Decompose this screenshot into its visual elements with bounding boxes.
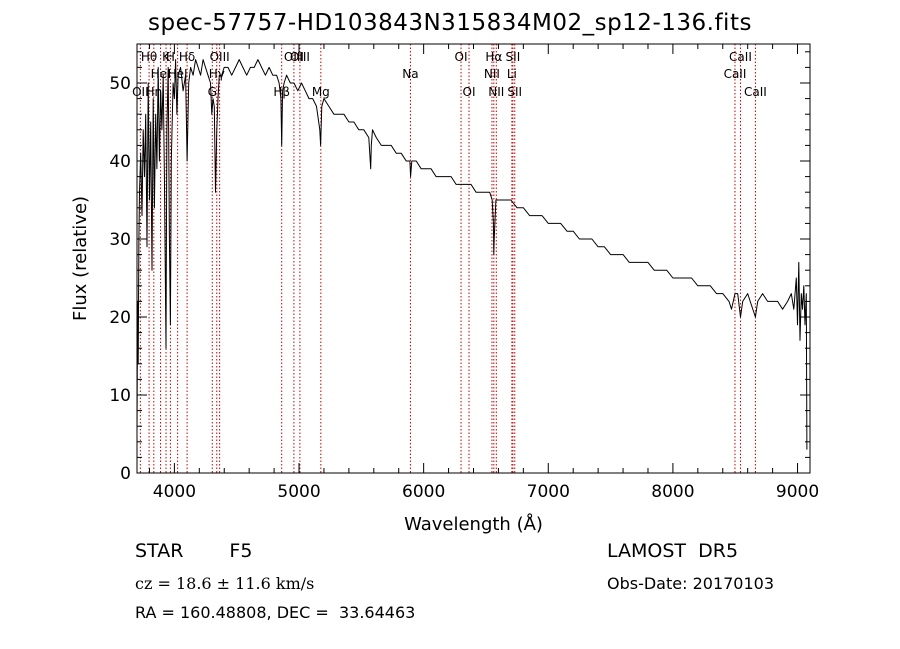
line-markers-layer (139, 44, 756, 473)
line-marker-label: Li (507, 67, 517, 81)
line-marker-label: OIII (210, 50, 230, 64)
line-marker-label: K (162, 50, 171, 64)
y-tick-label: 30 (109, 230, 131, 250)
y-axis-label: Flux (relative) (70, 196, 91, 321)
y-tick-label: 20 (109, 308, 131, 328)
y-tick-label: 50 (109, 74, 131, 94)
marker-labels-layer: OIIHθHηHeIKHHeIHδGHγOIIIHβOIIIOIIIMgNaOI… (132, 50, 767, 99)
line-marker-label: OII (132, 85, 149, 99)
x-tick-label: 9000 (776, 482, 819, 502)
x-axis-label: Wavelength (Å) (404, 513, 543, 535)
line-marker-label: SII (506, 50, 521, 64)
line-marker-label: Hβ (273, 85, 290, 99)
line-marker-label: OI (455, 50, 468, 64)
line-marker-label: HeI (151, 67, 171, 81)
line-marker-label: Hγ (209, 67, 225, 81)
coordinates: RA = 160.48808, DEC = 33.64463 (135, 603, 416, 622)
line-marker-label: OIII (284, 50, 304, 64)
line-marker-label: G (208, 85, 217, 99)
line-marker-label: HeI (168, 67, 188, 81)
redshift-text: cz = 18.6 ± 11.6 km/s (135, 574, 315, 593)
spectral-subclass: F5 (229, 540, 253, 562)
chart-title: spec-57757-HD103843N315834M02_sp12-136.f… (148, 10, 752, 36)
y-tick-label: 40 (109, 152, 131, 172)
x-tick-label: 7000 (527, 482, 570, 502)
line-marker-label: H (166, 50, 175, 64)
spectrum-layer (136, 59, 808, 450)
line-marker-label: CaII (724, 67, 747, 81)
line-marker-label: CaII (729, 50, 752, 64)
line-marker-label: NII (488, 85, 504, 99)
line-marker-label: Hθ (141, 50, 157, 64)
plot-frame (136, 43, 811, 474)
x-tick-label: 6000 (402, 482, 445, 502)
line-marker-label: NII (484, 67, 500, 81)
x-tick-label: 8000 (651, 482, 694, 502)
class-label: STAR (135, 540, 184, 562)
axes-layer: 4000 5000 6000 7000 8000 9000 0 10 20 30 40 50 Wavel… (70, 43, 819, 535)
line-marker-label: CaII (744, 85, 767, 99)
object-class: STAR F5 (135, 540, 252, 562)
line-marker-label: Na (402, 67, 418, 81)
y-tick-label: 0 (120, 464, 131, 484)
x-tick-label: 4000 (153, 482, 196, 502)
line-marker-label: OI (463, 85, 476, 99)
line-marker-label: OIII (290, 50, 310, 64)
line-marker-label: Hα (485, 50, 502, 64)
spectrum-line (136, 59, 808, 450)
line-marker-label: Hδ (179, 50, 195, 64)
obs-date: Obs-Date: 20170103 (607, 574, 775, 593)
line-marker-label: Hη (146, 85, 163, 99)
x-tick-label: 5000 (277, 482, 320, 502)
line-marker-label: Mg (312, 85, 330, 99)
y-tick-label: 10 (109, 386, 131, 406)
line-marker-label: SII (507, 85, 522, 99)
survey-label: LAMOST DR5 (607, 540, 739, 562)
